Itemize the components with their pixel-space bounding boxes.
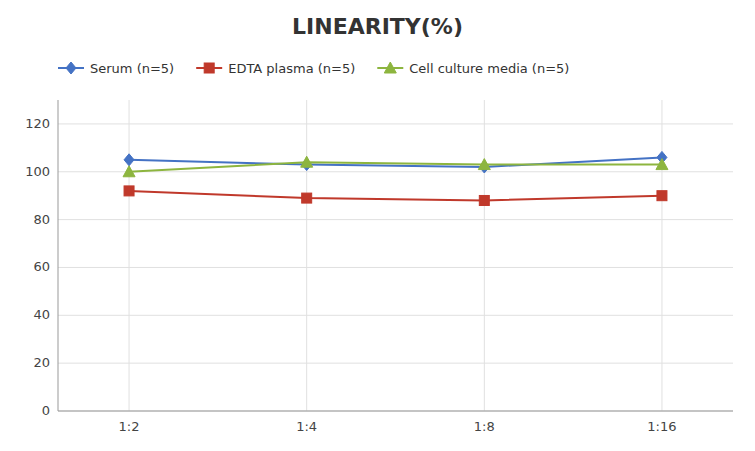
grid-line-x bbox=[661, 100, 662, 411]
marker bbox=[384, 62, 396, 73]
marker bbox=[204, 63, 214, 73]
grid-line-y bbox=[58, 123, 733, 124]
line bbox=[129, 162, 662, 172]
legend-label: Serum (n=5) bbox=[90, 61, 174, 76]
marker bbox=[478, 159, 490, 170]
grid-line-y bbox=[58, 411, 733, 412]
legend: Serum (n=5) EDTA plasma (n=5) Cell culture… bbox=[58, 61, 569, 76]
y-tick-label: 20 bbox=[33, 355, 50, 370]
marker bbox=[66, 62, 76, 74]
marker bbox=[301, 156, 313, 167]
marker bbox=[123, 166, 135, 177]
x-tick-label: 1:4 bbox=[296, 419, 317, 434]
marker bbox=[302, 193, 312, 203]
grid-line-y bbox=[58, 363, 733, 364]
y-tick-label: 0 bbox=[42, 403, 50, 418]
legend-item: Serum (n=5) bbox=[58, 61, 174, 76]
x-axis-line bbox=[58, 411, 733, 412]
y-tick-label: 80 bbox=[33, 212, 50, 227]
x-tick-label: 1:8 bbox=[474, 419, 495, 434]
y-tick-label: 120 bbox=[25, 116, 50, 131]
marker bbox=[656, 159, 668, 170]
series bbox=[124, 186, 667, 206]
grid-line-x bbox=[484, 100, 485, 411]
grid-line-y bbox=[58, 315, 733, 316]
grid-line-y bbox=[58, 267, 733, 268]
x-tick-label: 1:16 bbox=[647, 419, 676, 434]
legend-item: EDTA plasma (n=5) bbox=[196, 61, 355, 76]
grid-line-x bbox=[306, 100, 307, 411]
data-area bbox=[123, 151, 668, 205]
legend-label: Cell culture media (n=5) bbox=[409, 61, 569, 76]
y-axis-line bbox=[58, 100, 59, 411]
grid-line-x bbox=[129, 100, 130, 411]
marker bbox=[124, 186, 134, 196]
series bbox=[124, 151, 667, 173]
grid-line-y bbox=[58, 171, 733, 172]
legend-item: Cell culture media (n=5) bbox=[377, 61, 569, 76]
chart: LINEARITY(%) 0 20 40 60 80 100 120 1:2 1:4 1:8 1:16… bbox=[0, 0, 755, 451]
line bbox=[129, 191, 662, 201]
x-tick-label: 1:2 bbox=[119, 419, 140, 434]
grid-line-y bbox=[58, 219, 733, 220]
y-tick-label: 60 bbox=[33, 259, 50, 274]
series bbox=[123, 156, 668, 177]
legend-label: EDTA plasma (n=5) bbox=[228, 61, 355, 76]
title: LINEARITY(%) bbox=[292, 14, 463, 39]
y-tick-label: 100 bbox=[25, 164, 50, 179]
grid bbox=[58, 100, 733, 411]
marker bbox=[657, 191, 667, 201]
y-tick-label: 40 bbox=[33, 307, 50, 322]
marker bbox=[124, 154, 134, 166]
marker bbox=[479, 195, 489, 205]
